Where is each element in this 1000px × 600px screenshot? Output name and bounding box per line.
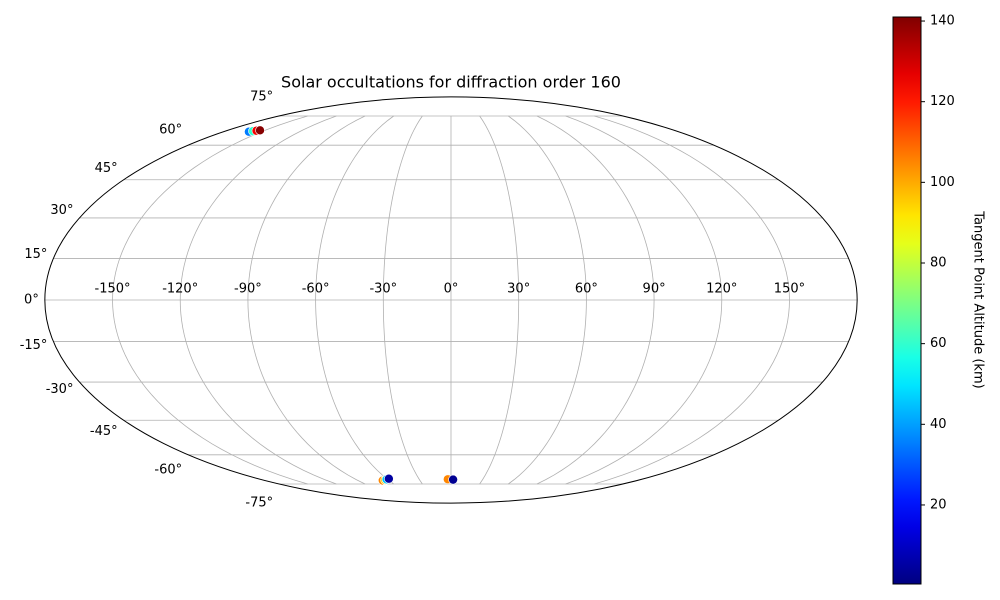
grid-line xyxy=(594,115,790,485)
y-tick-label: 60° xyxy=(159,123,182,138)
scatter-point xyxy=(448,474,458,485)
scatter-point xyxy=(384,473,394,484)
x-tick-label: -60° xyxy=(302,282,330,297)
x-tick-label: -90° xyxy=(234,282,262,297)
y-tick-label: -60° xyxy=(154,462,182,477)
grid-line xyxy=(179,115,337,485)
y-tick-label: 0° xyxy=(24,293,39,308)
grid-line xyxy=(479,115,520,485)
grid-line xyxy=(315,115,394,485)
colorbar-tick-label: 60 xyxy=(930,336,947,351)
colorbar-tick-label: 120 xyxy=(930,94,955,109)
chart-title: Solar occultations for diffraction order… xyxy=(281,73,621,92)
colorbar-tick-label: 80 xyxy=(930,255,947,270)
y-tick-label: -75° xyxy=(245,495,273,510)
x-tick-label: -120° xyxy=(162,282,198,297)
grid-line xyxy=(247,115,366,485)
x-tick-label: 0° xyxy=(444,282,459,297)
y-tick-label: -45° xyxy=(90,424,118,439)
y-tick-label: -15° xyxy=(20,338,48,353)
grid xyxy=(45,115,857,485)
map-outline xyxy=(44,96,858,504)
colorbar-tick-label: 20 xyxy=(930,497,947,512)
colorbar-tick-label: 140 xyxy=(930,14,955,29)
grid-line xyxy=(508,115,587,485)
y-tick-label: 45° xyxy=(95,161,118,176)
grid-line xyxy=(382,115,423,485)
x-tick-label: 30° xyxy=(507,282,530,297)
colorbar xyxy=(892,16,922,585)
x-tick-label: 120° xyxy=(706,282,737,297)
y-tick-label: -30° xyxy=(46,382,74,397)
colorbar-tick-label: 40 xyxy=(930,417,947,432)
y-tick-label: 15° xyxy=(24,247,47,262)
x-tick-label: -30° xyxy=(369,282,397,297)
x-tick-label: 60° xyxy=(575,282,598,297)
grid-line xyxy=(565,115,723,485)
y-tick-label: 75° xyxy=(250,90,273,105)
grid-line xyxy=(112,115,308,485)
x-tick-label: 90° xyxy=(643,282,666,297)
grid-line xyxy=(536,115,655,485)
colorbar-tick-label: 100 xyxy=(930,175,955,190)
colorbar-label: Tangent Point Altitude (km) xyxy=(971,210,986,388)
x-tick-label: 150° xyxy=(774,282,805,297)
scatter-point xyxy=(255,125,265,136)
y-tick-label: 30° xyxy=(50,203,73,218)
x-tick-label: -150° xyxy=(95,282,131,297)
